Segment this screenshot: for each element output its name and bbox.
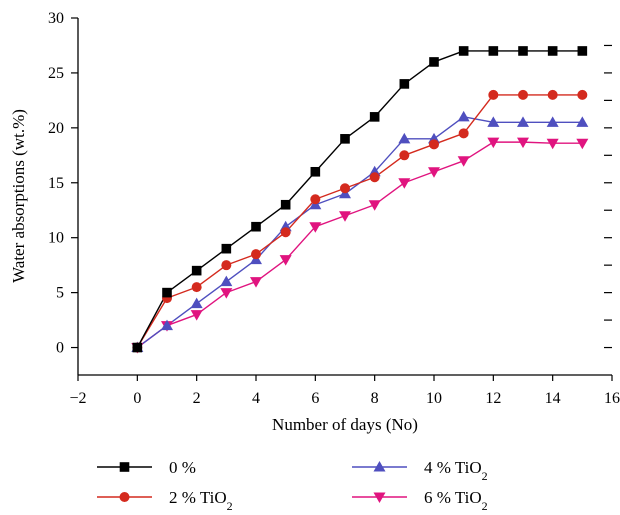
data-point: [280, 227, 291, 238]
data-point: [457, 110, 470, 122]
legend-label: 6 % TiO2: [424, 488, 488, 513]
data-point: [309, 222, 322, 233]
series-line-2: [136, 116, 583, 349]
series-line-0: [136, 50, 583, 348]
data-point: [279, 255, 292, 266]
series-markers: [131, 46, 589, 354]
data-point: [517, 116, 529, 127]
data-point: [221, 243, 232, 254]
data-point: [458, 46, 469, 56]
data-point: [220, 275, 233, 287]
legend-marker: [119, 492, 130, 502]
legend-label: 0 %: [169, 458, 196, 477]
data-point: [132, 342, 143, 353]
data-point: [310, 166, 321, 177]
data-point: [488, 46, 499, 56]
data-point: [191, 282, 202, 293]
data-point: [310, 194, 321, 205]
series-line-1: [136, 94, 583, 348]
data-point: [577, 89, 588, 100]
y-tick-label: 0: [56, 340, 64, 357]
data-point: [399, 79, 410, 89]
data-point: [457, 156, 470, 167]
legend-item: 0 %: [97, 458, 196, 477]
data-point: [369, 172, 380, 183]
data-point: [398, 132, 411, 144]
data-point: [488, 89, 499, 100]
x-tick-label: 8: [371, 390, 379, 407]
data-point: [576, 138, 589, 150]
y-tick-label: 20: [48, 120, 64, 137]
series-line-3: [136, 141, 583, 349]
data-point: [161, 319, 173, 331]
right-axis-ticks: [604, 44, 612, 349]
data-point: [577, 46, 588, 56]
data-point: [251, 221, 261, 232]
data-point: [340, 183, 350, 194]
data-point: [398, 178, 411, 189]
y-tick-label: 10: [48, 230, 64, 247]
legend-item: 6 % TiO2: [352, 488, 488, 513]
y-axis-title: Water absorptions (wt.%): [9, 109, 28, 283]
series-lines: [136, 50, 583, 349]
x-tick-label: 14: [545, 390, 561, 407]
data-point: [368, 200, 381, 211]
data-point: [487, 116, 500, 127]
data-point: [340, 134, 350, 144]
y-tick-label: 25: [48, 65, 64, 82]
x-tick-label: 16: [604, 390, 620, 407]
y-tick-label: 30: [48, 10, 64, 27]
data-point: [191, 265, 202, 276]
data-point: [518, 89, 528, 100]
data-point: [458, 128, 469, 139]
data-point: [428, 167, 440, 178]
x-tick-label: 10: [426, 390, 442, 407]
legend-item: 4 % TiO2: [352, 458, 488, 483]
x-tick-label: 6: [311, 390, 319, 407]
x-tick-label: 4: [252, 390, 260, 407]
x-axis-title: Number of days (No): [272, 415, 418, 434]
legend-label: 2 % TiO2: [169, 488, 233, 513]
data-point: [251, 249, 261, 260]
x-tick-label: 2: [193, 390, 201, 407]
data-point: [546, 116, 559, 127]
legend: 0 % 2 % TiO2 4 % TiO2 6 % TiO2: [97, 458, 488, 513]
data-point: [547, 46, 558, 56]
legend-marker: [373, 492, 386, 503]
data-point: [429, 57, 439, 67]
data-point: [220, 288, 233, 299]
data-point: [546, 138, 559, 150]
legend-label: 4 % TiO2: [424, 458, 488, 483]
data-point: [399, 150, 410, 161]
data-point: [190, 310, 203, 321]
data-point: [429, 139, 439, 150]
data-point: [518, 46, 528, 56]
data-point: [190, 297, 203, 309]
data-point: [280, 199, 291, 210]
plot-area: −2 0 2 4 6 8 10 12 14 16 0 5 10 15 20 25 30: [48, 10, 620, 407]
legend-marker: [119, 462, 130, 472]
data-point: [162, 287, 172, 298]
data-point: [369, 112, 380, 122]
data-point: [547, 89, 558, 100]
y-tick-label: 15: [48, 175, 64, 192]
x-tick-label: 0: [133, 390, 141, 407]
x-tick-label: 12: [485, 390, 501, 407]
x-axis-ticks: −2 0 2 4 6 8 10 12 14 16: [69, 375, 620, 407]
legend-item: 2 % TiO2: [97, 488, 233, 513]
data-point: [221, 260, 232, 271]
data-point: [576, 116, 589, 127]
y-tick-label: 5: [56, 285, 64, 302]
data-point: [339, 211, 351, 222]
x-tick-label: −2: [69, 390, 86, 407]
y-axis-ticks: 0 5 10 15 20 25 30: [48, 10, 78, 357]
legend-marker: [373, 461, 386, 472]
data-point: [250, 277, 262, 288]
data-point: [487, 137, 500, 149]
data-point: [517, 137, 529, 149]
